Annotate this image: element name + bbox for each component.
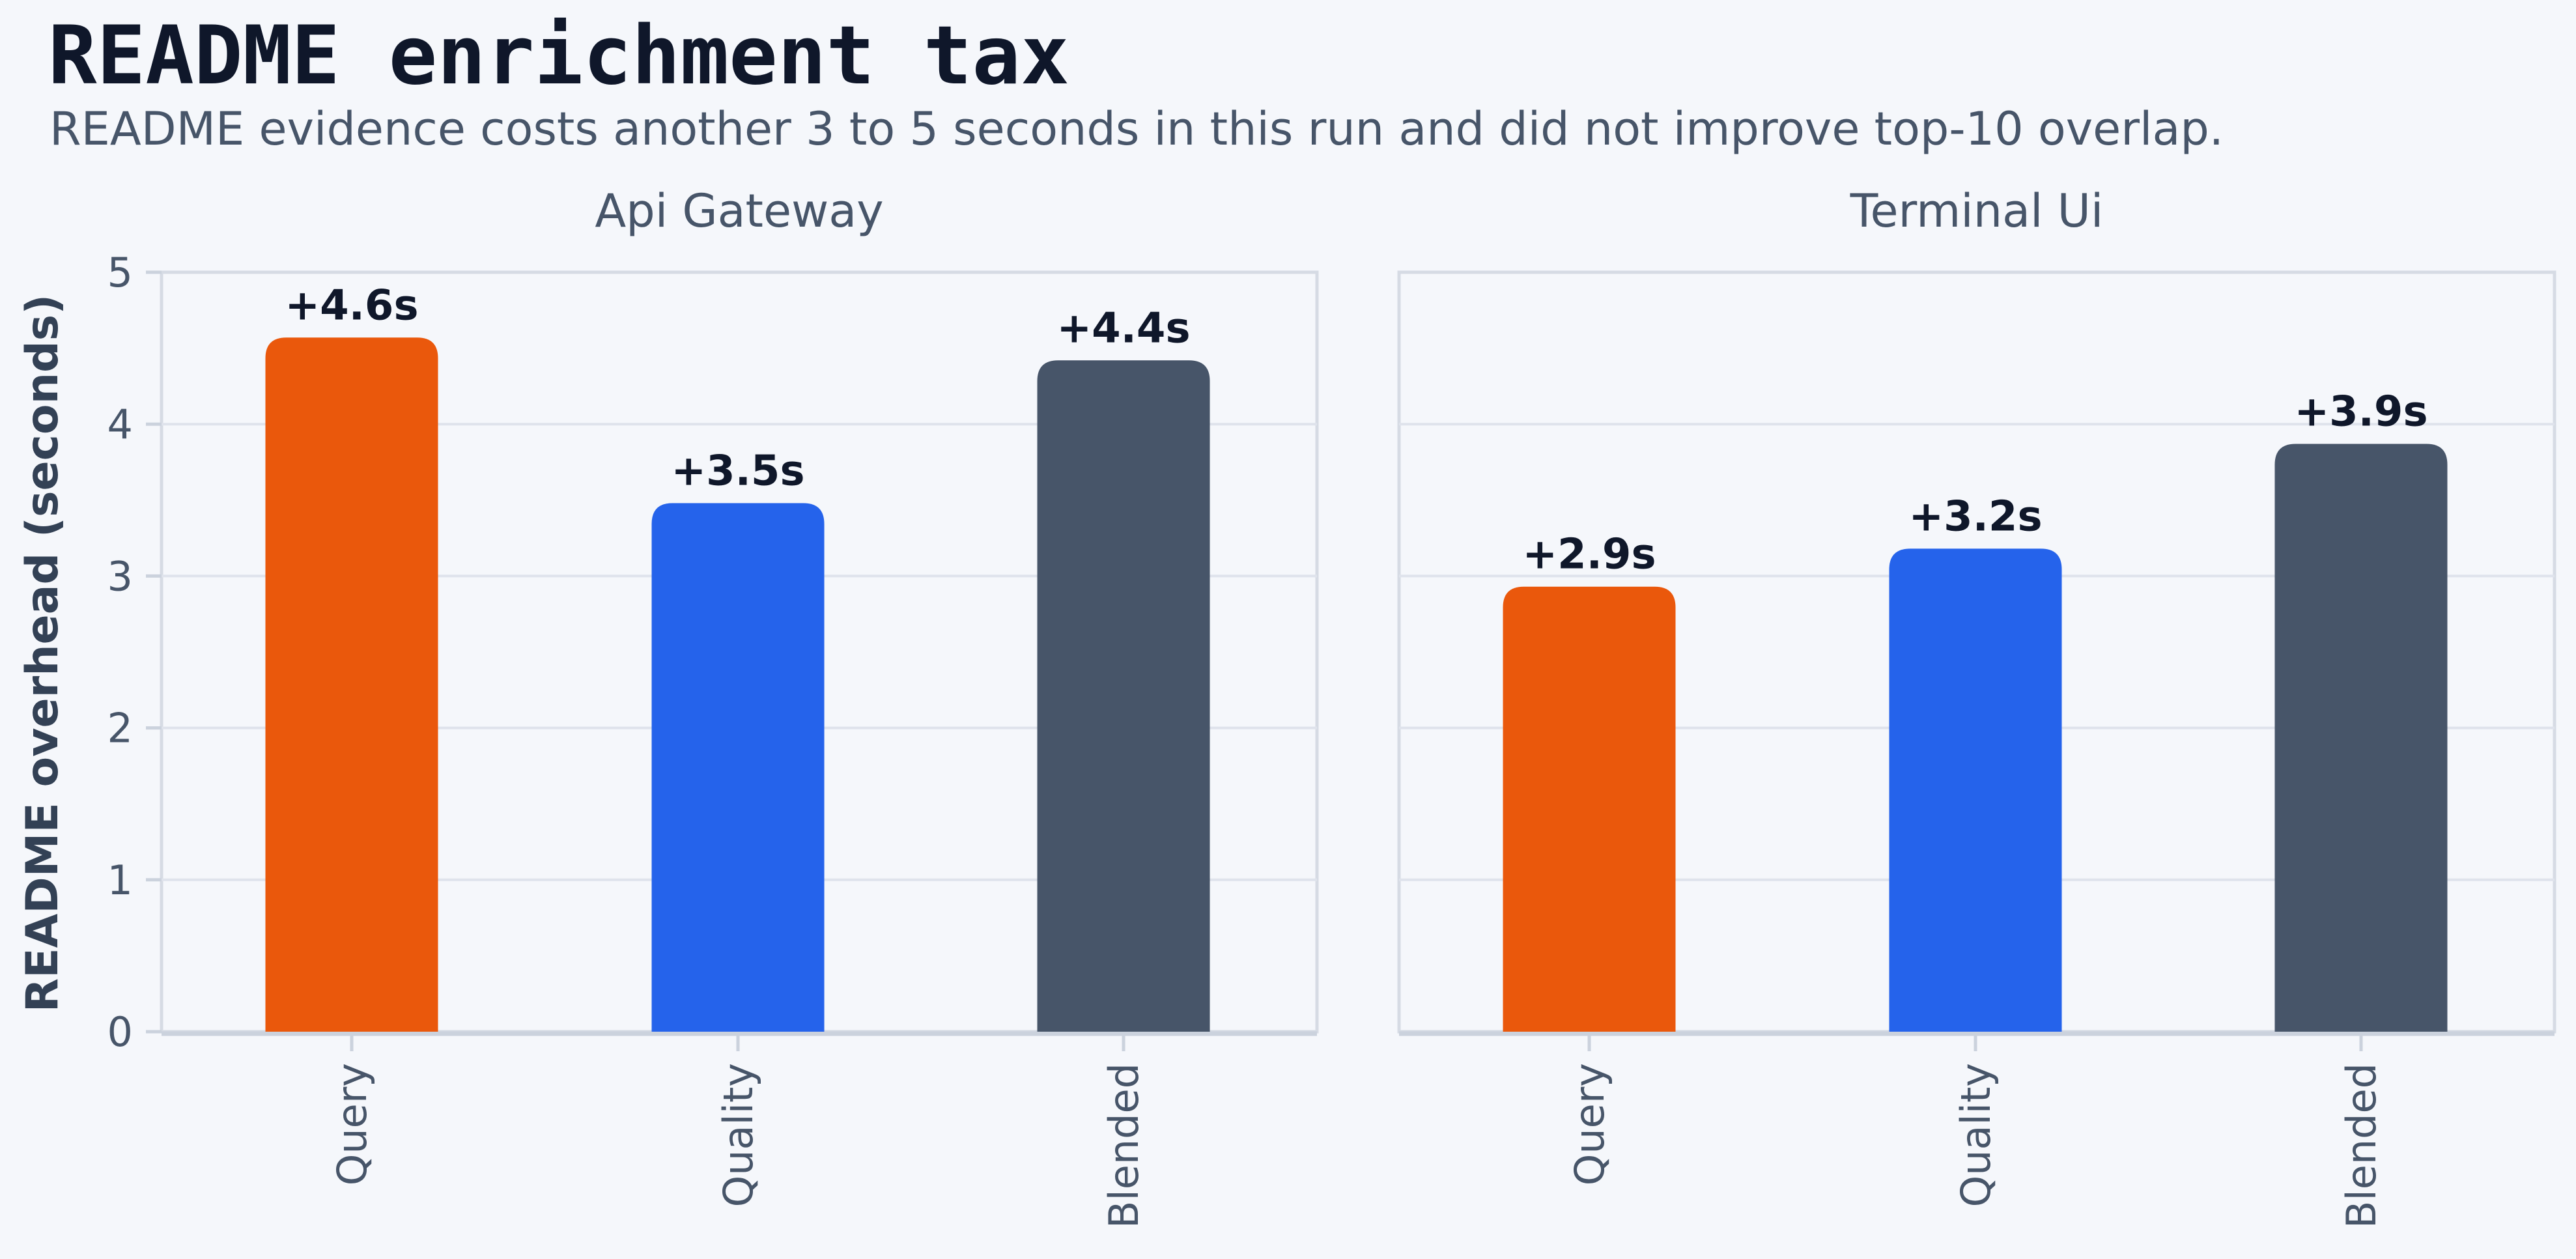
data-label: +2.9s (1522, 531, 1656, 579)
chart-title: README enrichment tax (48, 9, 1069, 103)
bar (1037, 360, 1210, 1032)
chart-panel: Terminal Ui +2.9s Query +3.2s Quality +3.9s Bl… (1397, 184, 2556, 1228)
panel-title: Api Gateway (595, 184, 883, 238)
x-tick-label: Query (328, 1063, 376, 1185)
x-tick-label: Quality (1952, 1063, 2000, 1208)
data-label: +3.2s (1908, 492, 2042, 541)
y-tick-label: 3 (107, 552, 133, 600)
y-axis-label: README overhead (seconds) (17, 294, 68, 1012)
data-label: +3.9s (2294, 388, 2427, 436)
bar (1889, 548, 2062, 1032)
y-axis-label-group: README overhead (seconds) (17, 294, 68, 1012)
bar (1503, 586, 1676, 1032)
bar (651, 503, 825, 1032)
chart-panel: Api Gateway 0 1 2 3 4 5 +4.6s Query +3.5s Quality +… (107, 184, 1319, 1228)
y-tick-label: 5 (107, 249, 133, 296)
x-tick-label: Quality (715, 1063, 762, 1208)
y-tick-label: 1 (107, 856, 133, 904)
x-tick-label: Blended (1100, 1063, 1148, 1228)
x-tick-label: Blended (2338, 1063, 2385, 1228)
panel-title: Terminal Ui (1850, 184, 2104, 238)
y-tick-label: 2 (107, 705, 133, 752)
data-label: +3.5s (671, 447, 804, 495)
data-label: +4.4s (1056, 304, 1190, 352)
x-tick-label: Query (1566, 1063, 1613, 1185)
plot-layer: Api Gateway 0 1 2 3 4 5 +4.6s Query +3.5s Quality +… (107, 184, 2556, 1228)
bar (265, 337, 438, 1032)
chart-subtitle: README evidence costs another 3 to 5 sec… (50, 102, 2224, 156)
bar (2274, 444, 2448, 1032)
y-tick-label: 0 (107, 1008, 133, 1056)
data-label: +4.6s (285, 281, 418, 330)
y-tick-label: 4 (107, 401, 133, 448)
